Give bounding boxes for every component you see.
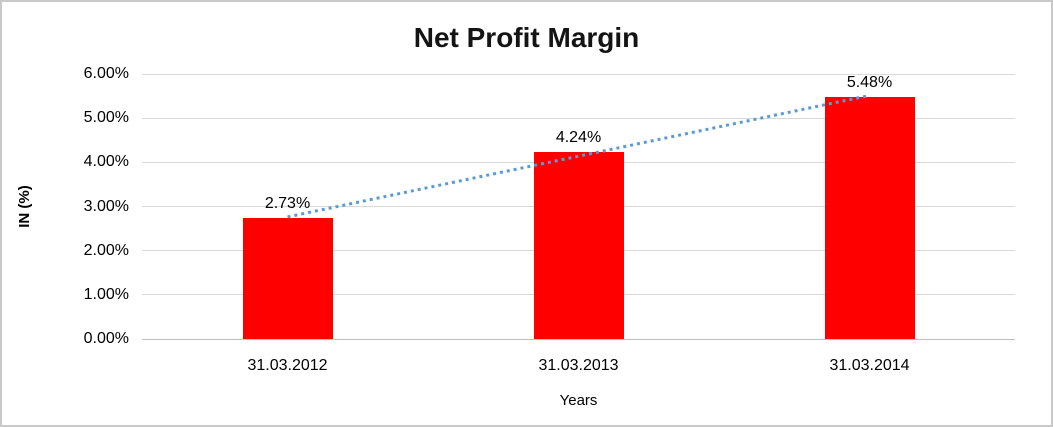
data-label: 4.24% bbox=[555, 128, 602, 146]
y-tick-label: 6.00% bbox=[83, 65, 129, 82]
plot-area bbox=[142, 73, 1015, 340]
y-gridline bbox=[142, 117, 1015, 119]
x-axis-title: Years bbox=[559, 392, 598, 409]
x-tick-label: 31.03.2012 bbox=[247, 357, 328, 374]
chart-title: Net Profit Margin bbox=[413, 22, 640, 53]
y-tick-label: 2.00% bbox=[83, 241, 129, 259]
y-gridline bbox=[142, 73, 1015, 75]
bar-31.03.2012 bbox=[242, 218, 333, 339]
y-tick-label: 0.00% bbox=[83, 330, 129, 347]
data-label: 5.48% bbox=[846, 73, 893, 91]
y-tick-label: 3.00% bbox=[83, 197, 129, 215]
trendline-layer bbox=[287, 93, 870, 219]
x-tick-label: 31.03.2014 bbox=[829, 357, 910, 374]
bar-31.03.2013 bbox=[533, 151, 624, 339]
x-tick-label: 31.03.2013 bbox=[538, 357, 619, 374]
y-tick-label: 4.00% bbox=[83, 153, 129, 171]
y-tick-label: 5.00% bbox=[83, 109, 129, 127]
bar-31.03.2014 bbox=[824, 96, 915, 339]
y-tick-label: 1.00% bbox=[83, 285, 129, 303]
data-label: 2.73% bbox=[264, 195, 311, 213]
x-axis-line bbox=[142, 338, 1015, 340]
trendline bbox=[287, 93, 870, 219]
